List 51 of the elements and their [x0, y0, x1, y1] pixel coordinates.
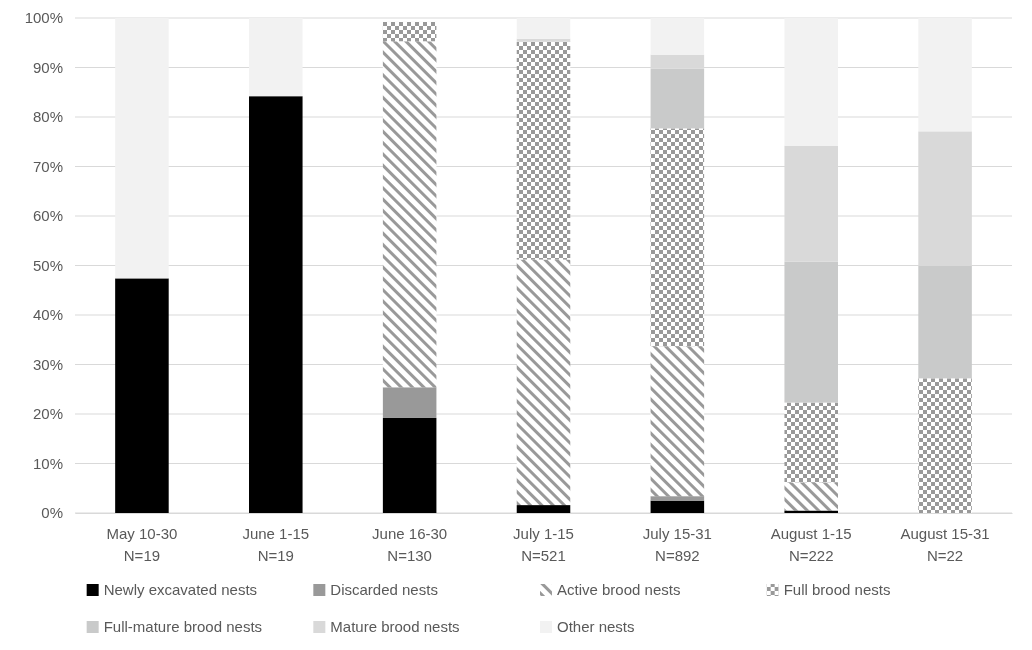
x-tick-label: July 1-15 N=521 — [513, 525, 574, 564]
bar — [918, 18, 972, 132]
bar — [650, 128, 705, 347]
bar — [650, 496, 705, 501]
bar — [115, 278, 169, 513]
legend-label: Full brood nests — [783, 581, 891, 598]
y-tick-label: 80% — [32, 108, 63, 126]
x-tick-label: May 10-30 N=19 — [106, 525, 178, 564]
x-tick-label: June 16-30 N=130 — [372, 525, 448, 564]
bar — [784, 18, 838, 146]
y-tick-label: 60% — [32, 207, 63, 225]
y-tick-label: 90% — [32, 58, 63, 76]
legend-label: Full-mature brood nests — [103, 618, 263, 635]
bar — [784, 482, 838, 511]
bar — [784, 402, 838, 483]
legend-label: Newly excavated nests — [103, 581, 258, 598]
legend-label: Other nests — [557, 618, 635, 635]
bar — [516, 505, 571, 513]
bar — [249, 96, 303, 513]
bar — [249, 18, 303, 97]
bar — [516, 41, 571, 260]
bar — [382, 417, 437, 513]
x-tick-label: June 1-15 N=19 — [242, 525, 310, 564]
bar — [918, 378, 972, 513]
y-tick-label: 50% — [32, 256, 63, 274]
x-tick-label: August 15-31 N=22 — [900, 525, 990, 564]
legend-label: Mature brood nests — [330, 618, 460, 635]
bar — [918, 266, 972, 379]
bar — [650, 500, 705, 513]
y-tick-label: 30% — [32, 355, 63, 373]
y-tick-label: 0% — [41, 504, 63, 522]
bar — [382, 41, 437, 388]
bar — [650, 18, 705, 55]
bar — [382, 387, 437, 418]
bar — [784, 261, 838, 403]
y-tick-label: 70% — [32, 157, 63, 175]
bar — [516, 18, 571, 39]
y-tick-label: 40% — [32, 306, 63, 324]
y-tick-label: 20% — [32, 405, 63, 423]
bar — [650, 346, 705, 497]
y-tick-label: 100% — [24, 9, 63, 27]
bar — [650, 68, 705, 129]
x-tick-label: July 15-31 N=892 — [642, 525, 712, 564]
bar — [516, 259, 571, 506]
y-tick-label: 10% — [32, 454, 63, 472]
bar — [516, 38, 571, 42]
legend-label: Active brood nests — [557, 581, 681, 598]
bar — [115, 18, 169, 279]
legend-label: Discarded nests — [330, 581, 438, 598]
x-tick-label: August 1-15 N=222 — [770, 525, 852, 564]
bar — [382, 21, 437, 42]
